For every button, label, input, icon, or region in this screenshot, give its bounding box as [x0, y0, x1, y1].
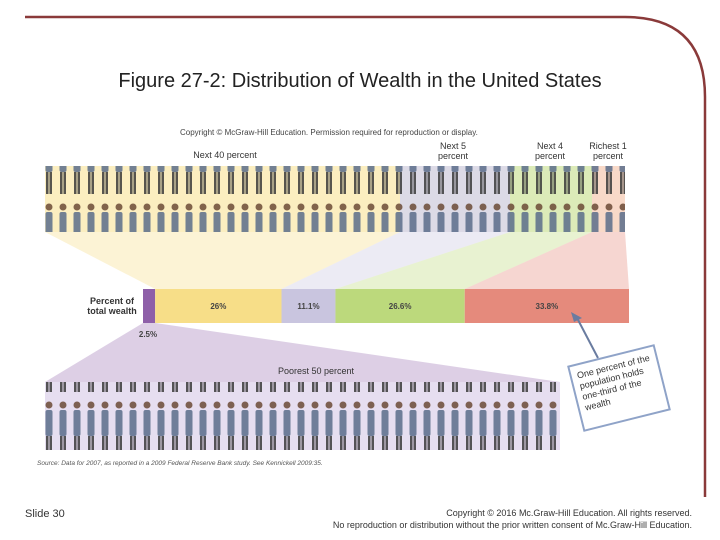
- people: [45, 166, 625, 232]
- value-label: 26%: [210, 302, 227, 311]
- category-label: Next 40 percent: [193, 150, 257, 160]
- slide-number: Slide 30: [25, 508, 65, 520]
- axis-label: Percent of total wealth: [87, 296, 137, 316]
- footer: Copyright © 2016 Mc.Graw-Hill Education.…: [446, 508, 692, 518]
- bar-segment: [155, 289, 282, 323]
- bar-segment: [281, 289, 336, 323]
- category-label: Richest 1 percent: [589, 141, 627, 161]
- source: Source: Data for 2007, as reported in a …: [37, 460, 323, 467]
- fan: [45, 323, 560, 382]
- copyright: Copyright © McGraw-Hill Education. Permi…: [180, 128, 478, 137]
- fan: [335, 232, 592, 289]
- title: Figure 27-2: Distribution of Wealth in t…: [118, 70, 602, 92]
- bar-segment: [335, 289, 465, 323]
- fan: [464, 232, 629, 289]
- fan: [281, 232, 510, 289]
- category-label: Next 5 percent: [437, 141, 469, 161]
- footer: No reproduction or distribution without …: [332, 520, 692, 530]
- bar-segment: [464, 289, 629, 323]
- people: [45, 382, 560, 450]
- value-label: 11.1%: [297, 302, 320, 311]
- arrow: [575, 315, 599, 359]
- arrow-head: [571, 312, 582, 322]
- value-label: 33.8%: [535, 302, 559, 311]
- category-label: Poorest 50 percent: [277, 366, 355, 376]
- value-label: 2.5%: [138, 330, 158, 339]
- slide-border: [25, 15, 707, 497]
- value-label: 26.6%: [388, 302, 412, 311]
- note-box: [567, 344, 671, 432]
- category-label: Next 4 percent: [534, 141, 566, 161]
- bar-segment: [143, 289, 156, 323]
- fan: [45, 232, 400, 289]
